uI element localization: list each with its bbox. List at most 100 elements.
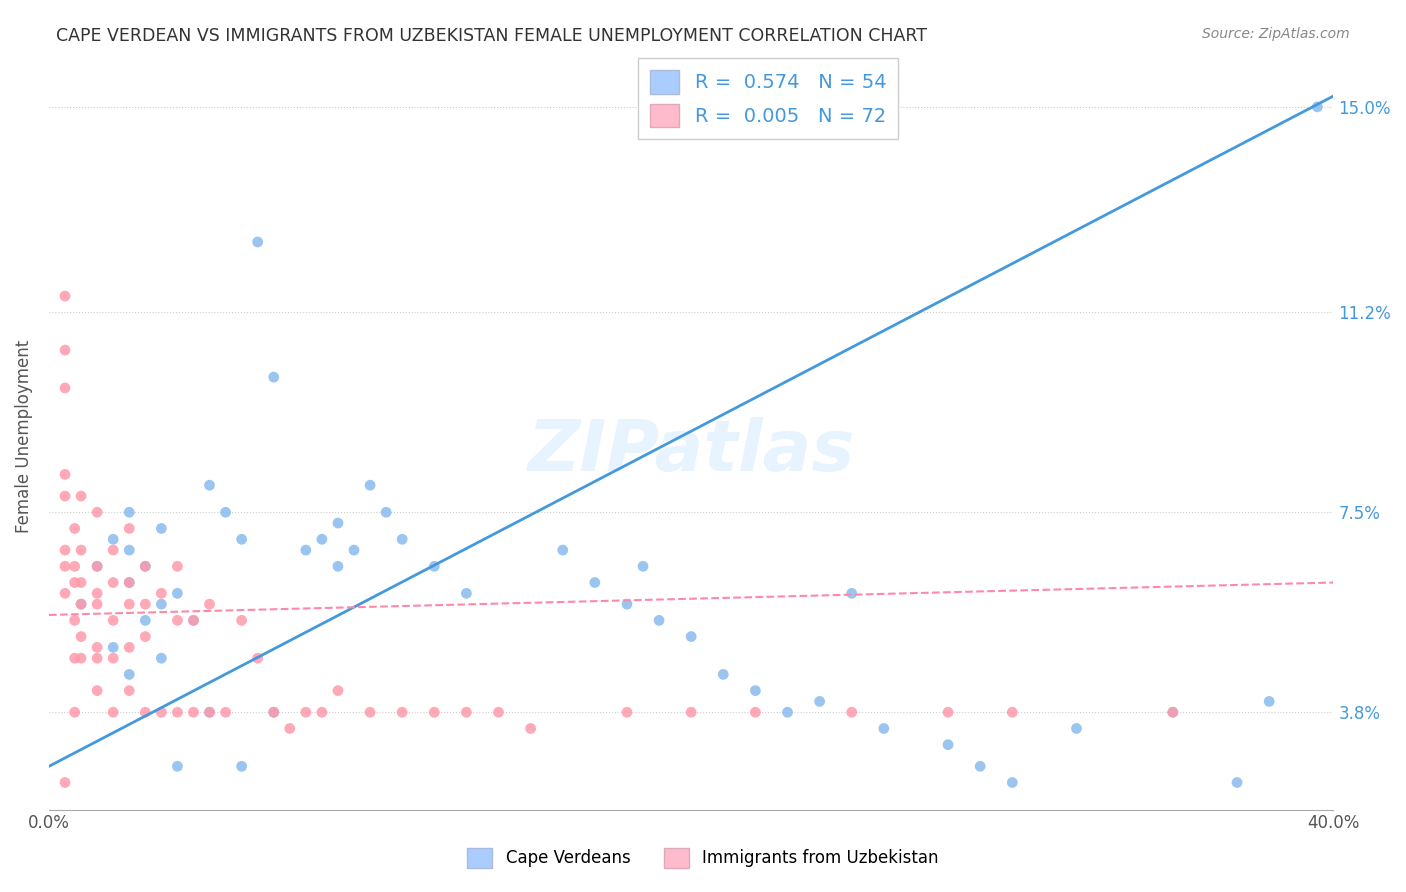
Point xyxy=(936,705,959,719)
Point xyxy=(63,651,86,665)
Point xyxy=(1161,705,1184,719)
Point xyxy=(86,683,108,698)
Point xyxy=(1161,705,1184,719)
Point xyxy=(53,381,76,395)
Point xyxy=(103,575,125,590)
Point xyxy=(343,543,366,558)
Point xyxy=(263,705,285,719)
Point xyxy=(198,705,221,719)
Point xyxy=(118,683,141,698)
Point xyxy=(134,559,156,574)
Point xyxy=(103,651,125,665)
Point xyxy=(456,586,478,600)
Point xyxy=(359,705,381,719)
Point xyxy=(936,738,959,752)
Point xyxy=(150,705,173,719)
Legend: R =  0.574   N = 54, R =  0.005   N = 72: R = 0.574 N = 54, R = 0.005 N = 72 xyxy=(638,58,898,139)
Point xyxy=(118,597,141,611)
Point xyxy=(841,705,863,719)
Point xyxy=(616,705,638,719)
Y-axis label: Female Unemployment: Female Unemployment xyxy=(15,340,32,533)
Point xyxy=(166,759,188,773)
Point xyxy=(70,489,93,503)
Point xyxy=(134,630,156,644)
Point xyxy=(711,667,734,681)
Text: CAPE VERDEAN VS IMMIGRANTS FROM UZBEKISTAN FEMALE UNEMPLOYMENT CORRELATION CHART: CAPE VERDEAN VS IMMIGRANTS FROM UZBEKIST… xyxy=(56,27,927,45)
Point xyxy=(246,235,269,249)
Point xyxy=(70,630,93,644)
Point xyxy=(214,705,236,719)
Point xyxy=(166,586,188,600)
Point xyxy=(86,586,108,600)
Point xyxy=(166,705,188,719)
Point xyxy=(86,651,108,665)
Point xyxy=(70,543,93,558)
Point xyxy=(873,722,896,736)
Point xyxy=(198,597,221,611)
Point xyxy=(1306,100,1329,114)
Point xyxy=(681,705,703,719)
Point xyxy=(63,705,86,719)
Point xyxy=(103,640,125,655)
Point xyxy=(63,613,86,627)
Point xyxy=(70,575,93,590)
Point xyxy=(86,597,108,611)
Point xyxy=(1258,694,1281,708)
Point xyxy=(134,559,156,574)
Point xyxy=(103,705,125,719)
Point xyxy=(63,521,86,535)
Point xyxy=(744,705,766,719)
Point xyxy=(53,289,76,303)
Point xyxy=(103,543,125,558)
Point xyxy=(166,559,188,574)
Point xyxy=(70,597,93,611)
Point xyxy=(183,613,205,627)
Point xyxy=(53,343,76,357)
Point xyxy=(103,613,125,627)
Point xyxy=(681,630,703,644)
Point xyxy=(808,694,831,708)
Text: ZIPatlas: ZIPatlas xyxy=(527,417,855,486)
Point xyxy=(70,597,93,611)
Point xyxy=(423,705,446,719)
Point xyxy=(326,516,349,530)
Point xyxy=(278,722,301,736)
Point xyxy=(488,705,510,719)
Point xyxy=(70,651,93,665)
Point xyxy=(776,705,799,719)
Point xyxy=(63,559,86,574)
Point xyxy=(183,705,205,719)
Point xyxy=(295,543,318,558)
Point xyxy=(311,705,333,719)
Point xyxy=(198,705,221,719)
Point xyxy=(118,640,141,655)
Point xyxy=(423,559,446,574)
Text: Source: ZipAtlas.com: Source: ZipAtlas.com xyxy=(1202,27,1350,41)
Point xyxy=(118,543,141,558)
Point xyxy=(86,559,108,574)
Point xyxy=(134,705,156,719)
Point xyxy=(263,705,285,719)
Point xyxy=(326,683,349,698)
Point xyxy=(86,559,108,574)
Point xyxy=(969,759,991,773)
Legend: Cape Verdeans, Immigrants from Uzbekistan: Cape Verdeans, Immigrants from Uzbekista… xyxy=(461,841,945,875)
Point xyxy=(118,521,141,535)
Point xyxy=(53,775,76,789)
Point xyxy=(86,505,108,519)
Point xyxy=(375,505,398,519)
Point xyxy=(246,651,269,665)
Point xyxy=(118,575,141,590)
Point xyxy=(118,575,141,590)
Point xyxy=(311,533,333,547)
Point xyxy=(103,533,125,547)
Point xyxy=(150,521,173,535)
Point xyxy=(63,575,86,590)
Point xyxy=(53,467,76,482)
Point xyxy=(118,667,141,681)
Point xyxy=(198,478,221,492)
Point xyxy=(86,640,108,655)
Point xyxy=(551,543,574,558)
Point xyxy=(519,722,541,736)
Point xyxy=(231,613,253,627)
